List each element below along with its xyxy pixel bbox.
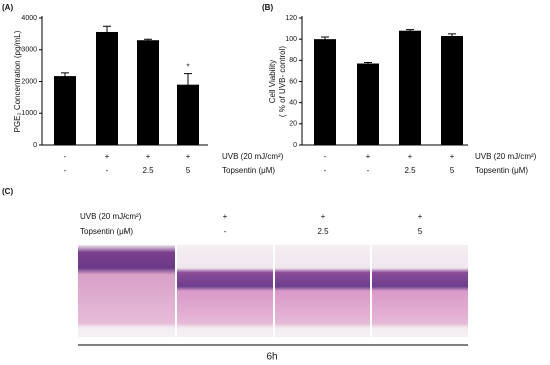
- panel-label: (B): [262, 3, 273, 12]
- y-tick-label: 0: [293, 142, 297, 149]
- condition-value: 2.5: [317, 227, 329, 236]
- x-tick-label: 5: [450, 166, 455, 175]
- x-tick-label: -: [106, 166, 109, 175]
- annotation: *: [186, 63, 189, 72]
- bar: [177, 84, 199, 145]
- x-tick-label: -: [64, 166, 67, 175]
- bar: [54, 76, 76, 145]
- y-tick-label: 100: [285, 36, 297, 43]
- condition-label: Topsentin (μM): [475, 166, 528, 175]
- y-tick-label: 1000: [21, 110, 37, 117]
- y-tick-label: 3000: [21, 47, 37, 54]
- y-tick-label: 120: [285, 15, 297, 22]
- panel-label: (A): [2, 3, 13, 12]
- x-tick-label: +: [146, 152, 151, 161]
- bar: [399, 30, 421, 146]
- histology-image: [177, 245, 273, 337]
- x-tick-label: -: [64, 152, 67, 161]
- x-tick-label: +: [450, 152, 455, 161]
- condition-label: UVB (20 mJ/cm²): [475, 152, 537, 161]
- condition-value: -: [224, 227, 227, 236]
- x-tick-label: +: [186, 152, 191, 161]
- error-bar: [321, 36, 329, 42]
- y-tick-label: 4000: [21, 15, 37, 22]
- condition-label: Topsentin (μM): [222, 166, 275, 175]
- x-tick-label: +: [408, 152, 413, 161]
- y-axis-label: ( % of UVB- control): [278, 46, 287, 117]
- x-tick-label: +: [366, 152, 371, 161]
- condition-value: +: [223, 212, 228, 221]
- y-tick-label: 60: [289, 78, 297, 85]
- condition-value: 5: [418, 227, 423, 236]
- row-label: Topsentin (μM): [80, 227, 133, 236]
- condition-label: UVB (20 mJ/cm²): [222, 152, 284, 161]
- y-tick-label: 20: [289, 121, 297, 128]
- error-bar: [406, 29, 414, 32]
- x-tick-label: 5: [186, 166, 191, 175]
- panel-label: (C): [2, 187, 13, 196]
- histology-image: [78, 245, 175, 337]
- y-tick-label: 80: [289, 57, 297, 64]
- histology-image: [372, 245, 468, 337]
- condition-value: +: [418, 212, 423, 221]
- y-axis-label: Cell Viability: [268, 60, 277, 103]
- x-tick-label: 2.5: [142, 166, 154, 175]
- x-tick-label: +: [105, 152, 110, 161]
- histology-image: [275, 245, 370, 337]
- condition-value: -: [124, 227, 127, 236]
- y-tick-label: 0: [33, 142, 37, 149]
- condition-value: -: [124, 212, 127, 221]
- time-label: 6h: [266, 352, 277, 363]
- bar: [96, 31, 118, 145]
- error-bar: [103, 25, 111, 38]
- error-bar: [61, 72, 69, 80]
- x-tick-label: -: [367, 166, 370, 175]
- error-bar: [448, 33, 456, 39]
- bar: [137, 40, 159, 145]
- histology-images: [78, 245, 468, 346]
- bar: [314, 39, 336, 145]
- error-bar: [144, 38, 152, 42]
- error-bar: [184, 73, 192, 96]
- bar: [357, 63, 379, 146]
- x-tick-label: -: [324, 166, 327, 175]
- row-label: UVB (20 mJ/cm²): [80, 212, 142, 221]
- bar: [441, 35, 463, 145]
- x-tick-label: 2.5: [404, 166, 416, 175]
- x-tick-label: -: [324, 152, 327, 161]
- y-tick-label: 40: [289, 100, 297, 107]
- y-axis-label: PGE₂ Concentration (pg/mL): [13, 30, 22, 132]
- y-tick-label: 2000: [21, 78, 37, 85]
- condition-value: +: [321, 212, 326, 221]
- error-bar: [364, 61, 372, 65]
